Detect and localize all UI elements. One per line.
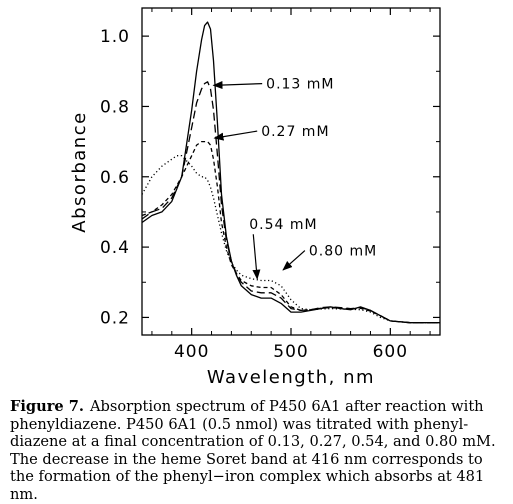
annotation-arrow (212, 81, 263, 90)
annotation-arrow (252, 234, 261, 280)
y-tick-label: 0.4 (100, 238, 130, 258)
y-axis-title: Absorbance (69, 111, 90, 232)
ticks: 400 500 600 0.2 0.4 0.6 0.8 1.0 (100, 8, 440, 362)
x-tick-label: 500 (273, 342, 308, 362)
series-group (141, 21, 440, 324)
plot-frame (141, 7, 441, 336)
annotation-label: 0.13 mM (266, 77, 334, 93)
y-tick-label: 1.0 (100, 27, 130, 47)
x-tick-label: 400 (174, 342, 209, 362)
caption-text: Absorption spectrum of P450 6A1 after re… (10, 398, 496, 503)
annotation-arrow (213, 130, 258, 141)
y-tick-label: 0.2 (100, 308, 130, 328)
series-line-4 (141, 155, 440, 324)
x-axis-title: Wavelength, nm (207, 367, 375, 388)
spectrum-chart: 400 500 600 0.2 0.4 0.6 0.8 1.0 0.13 mM 0.27 mM 0… (69, 7, 441, 388)
annotations: 0.13 mM 0.27 mM 0.54 mM 0.80 mM (212, 77, 377, 280)
annotation-arrow (282, 250, 306, 271)
annotation-label: 0.80 mM (309, 244, 377, 260)
figure-caption: Figure 7. Absorption spectrum of P450 6A1… (10, 398, 506, 504)
series-line-2 (141, 81, 440, 324)
y-tick-label: 0.8 (100, 97, 130, 117)
series-line-1 (141, 21, 440, 324)
caption-label: Figure 7. (10, 398, 85, 415)
y-tick-label: 0.6 (100, 168, 130, 188)
annotation-label: 0.54 mM (249, 217, 317, 233)
x-tick-label: 600 (373, 342, 408, 362)
series-line-3 (141, 140, 440, 324)
annotation-label: 0.27 mM (261, 124, 329, 140)
